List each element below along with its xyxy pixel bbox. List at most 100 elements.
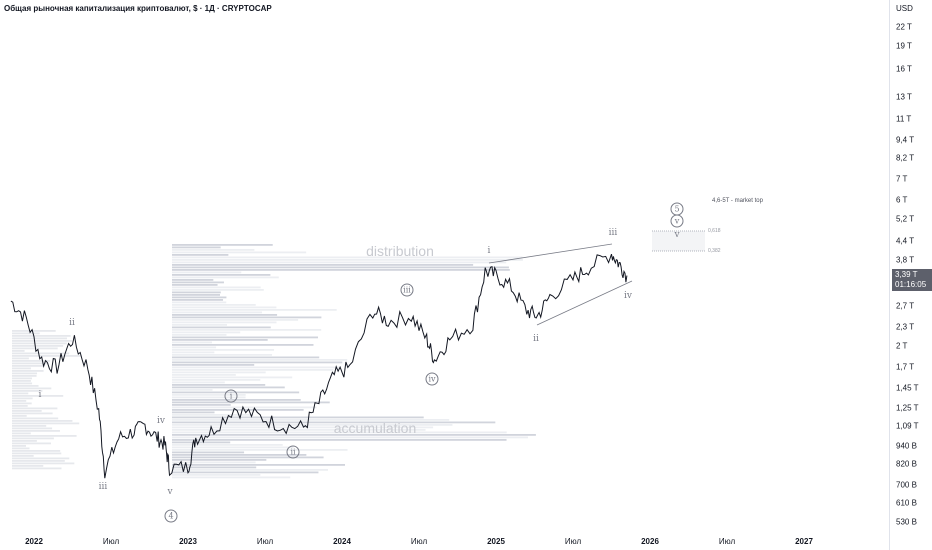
accumulation-label: accumulation xyxy=(333,420,417,436)
volume-profile-bar xyxy=(172,351,215,354)
volume-profile-bar xyxy=(12,455,34,457)
volume-profile-bar xyxy=(172,384,266,386)
chart-title: Общая рыночная капитализация криптовалют… xyxy=(4,4,272,13)
volume-profile-bar xyxy=(172,386,285,389)
volume-profile-bar xyxy=(12,462,75,465)
volume-profile-bar xyxy=(172,404,231,406)
price-axis-label: 700 B xyxy=(896,480,917,490)
volume-profile-bar xyxy=(172,381,225,384)
volume-profile-bar xyxy=(12,352,70,355)
volume-profile-bar xyxy=(172,374,236,376)
volume-profile-bar xyxy=(12,380,31,382)
volume-profile-bar xyxy=(172,441,231,444)
wave-label: ii xyxy=(69,318,75,328)
price-axis-label: 2 T xyxy=(896,341,908,351)
price-axis-label: 22 T xyxy=(896,22,912,32)
wave-label: iii xyxy=(608,228,618,238)
currency-label[interactable]: USD xyxy=(896,4,913,13)
volume-profile-bar xyxy=(172,416,424,419)
volume-profile-bar xyxy=(12,440,37,442)
volume-profile-bar xyxy=(12,342,67,345)
distribution-label: distribution xyxy=(366,243,434,259)
volume-profile-bar xyxy=(12,360,51,362)
volume-profile-bar xyxy=(172,244,273,246)
volume-profile-bar xyxy=(12,437,54,440)
volume-profile-bar xyxy=(172,256,523,259)
volume-profile-bar xyxy=(172,444,283,446)
volume-profile-bar xyxy=(172,301,227,304)
time-axis-label: 2025 xyxy=(487,537,505,546)
price-axis-label: 940 B xyxy=(896,441,917,451)
wave-label-circled: iii xyxy=(400,283,414,297)
volume-profile-bar xyxy=(12,427,53,430)
volume-profile-bar xyxy=(172,314,278,316)
volume-profile-bar xyxy=(172,269,510,271)
volume-profile-bar xyxy=(12,432,31,435)
time-axis-label: Июл xyxy=(102,537,120,546)
price-axis[interactable]: USD 22 T 19 T 16 T 13 T 11 T 9,4 T 8,2 T 7 T 6 T… xyxy=(889,0,932,550)
volume-profile-bar xyxy=(172,399,301,401)
volume-profile-bar xyxy=(172,459,267,461)
volume-profile-bar xyxy=(172,474,261,476)
volume-profile-bar xyxy=(172,344,314,346)
volume-profile-bar xyxy=(172,311,263,314)
volume-profile-bar xyxy=(12,350,25,352)
wave-label-circled: 4 xyxy=(164,509,178,523)
volume-profile-bar xyxy=(172,421,496,424)
price-axis-label: 1,45 T xyxy=(896,383,919,393)
volume-profile-bar xyxy=(12,467,62,470)
volume-profile-bar xyxy=(172,284,218,286)
fib-382-label: 0,382 xyxy=(708,248,721,254)
price-axis-label: 8,2 T xyxy=(896,153,915,163)
price-axis-label: 2,3 T xyxy=(896,322,915,332)
volume-profile-bar xyxy=(172,286,261,289)
volume-profile-bar xyxy=(172,464,345,466)
volume-profile-bar xyxy=(172,409,304,411)
volume-profile-bar xyxy=(12,392,29,395)
volume-profile-bar xyxy=(172,406,317,409)
wave-label: iv xyxy=(157,416,165,426)
volume-profile-bar xyxy=(172,471,319,474)
volume-profile-bar xyxy=(172,346,217,349)
time-axis-label: Июл xyxy=(410,537,428,546)
time-axis-label: Июл xyxy=(564,537,582,546)
volume-profile-bar xyxy=(172,289,264,291)
volume-profile-bar xyxy=(172,366,339,369)
volume-profile-bar xyxy=(172,379,261,381)
volume-profile-bar xyxy=(12,447,30,450)
volume-profile-bar xyxy=(172,339,268,341)
volume-profile-bar xyxy=(172,309,337,311)
volume-profile-bar xyxy=(172,299,224,301)
bar-countdown: 01:16:05 xyxy=(895,280,927,289)
time-axis-label: 2026 xyxy=(641,537,659,546)
volume-profile-bar xyxy=(12,397,33,400)
wave-label-circled: v xyxy=(670,214,684,228)
volume-profile-bar xyxy=(12,405,28,407)
volume-profile-bar xyxy=(172,294,221,296)
volume-profile-bar xyxy=(172,361,343,364)
volume-profile-bar xyxy=(172,431,507,434)
time-axis-label: Июл xyxy=(256,537,274,546)
volume-profile-bar xyxy=(172,251,307,254)
volume-profile-bar xyxy=(172,439,507,441)
volume-profile-bar xyxy=(12,465,44,467)
time-axis-label: Июл xyxy=(718,537,736,546)
volume-profile-bar xyxy=(12,395,64,397)
volume-profile-bar xyxy=(172,291,221,294)
price-axis-label: 1,25 T xyxy=(896,403,919,413)
volume-profile-bar xyxy=(172,246,221,249)
volume-profile-bar xyxy=(12,410,42,412)
volume-profile-bar xyxy=(172,461,256,464)
price-axis-label: 13 T xyxy=(896,92,912,102)
wave-label: iii xyxy=(98,482,108,492)
price-axis-label: 6 T xyxy=(896,195,908,205)
volume-profile-bar xyxy=(172,356,320,359)
volume-profile-bar xyxy=(172,449,348,451)
volume-profile-bar xyxy=(12,357,29,360)
volume-profile-bar xyxy=(172,389,213,391)
volume-profile-bar xyxy=(12,442,51,445)
volume-profile-bar xyxy=(12,332,40,335)
price-chart[interactable] xyxy=(0,0,889,550)
wave-label: ii xyxy=(533,334,539,344)
price-axis-label: 7 T xyxy=(896,174,908,184)
